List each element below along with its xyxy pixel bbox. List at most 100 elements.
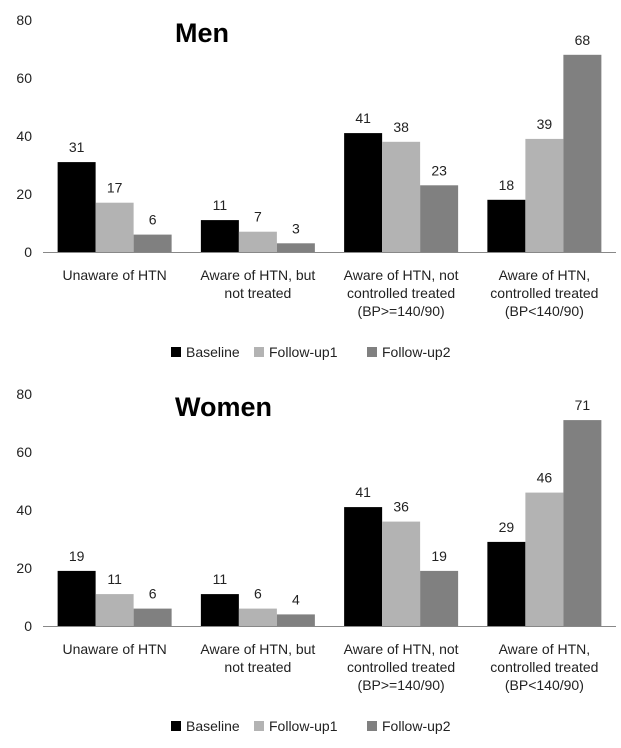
women-legend-swatch [171, 721, 181, 731]
men-category-label-line: Aware of HTN, not [344, 267, 459, 283]
men-data-label: 11 [213, 197, 228, 213]
chart-women: 0 20 40 60 80 Women 19 11 6 Unaware of HTN 11 6 4 Awa… [0, 374, 621, 748]
men-data-label: 38 [393, 119, 409, 135]
women-data-label: 71 [575, 397, 591, 413]
men-bar-follow-up1 [525, 138, 564, 252]
men-ytick-label: 80 [16, 12, 32, 28]
men-bar-follow-up1 [238, 231, 277, 252]
women-category-label-line: (BP>=140/90) [358, 677, 445, 693]
men-legend-label: Follow-up2 [382, 344, 451, 360]
men-legend-label: Follow-up1 [269, 344, 338, 360]
men-data-label: 17 [107, 180, 123, 196]
men-data-label: 41 [355, 110, 371, 126]
men-bar-follow-up2 [563, 54, 602, 252]
men-title: Men [175, 18, 229, 48]
chart-men: 0 20 40 60 80 Men 31 17 6 Unaware of HTN 11 7 3 Aware… [16, 12, 616, 360]
men-bar-baseline [487, 199, 526, 252]
men-legend-label: Baseline [186, 344, 240, 360]
women-data-label: 19 [69, 548, 85, 564]
women-category-label-line: (BP<140/90) [505, 677, 584, 693]
women-bar-baseline [344, 507, 383, 626]
men-category-label-line: controlled treated [347, 285, 455, 301]
women-data-label: 29 [499, 519, 515, 535]
men-data-label: 23 [431, 162, 447, 178]
women-category-label-line: Aware of HTN, not [344, 641, 459, 657]
women-ytick-label: 0 [24, 618, 32, 634]
women-legend-swatch [254, 721, 264, 731]
women-bar-baseline [57, 570, 96, 626]
women-ytick-label: 60 [16, 444, 32, 460]
women-data-label: 36 [393, 499, 409, 515]
men-data-label: 7 [254, 209, 262, 225]
women-category-label-line: Unaware of HTN [62, 641, 166, 657]
women-bar-follow-up1 [238, 608, 277, 626]
men-bar-baseline [344, 133, 383, 252]
women-ytick-label: 40 [16, 502, 32, 518]
men-data-label: 68 [575, 32, 591, 48]
men-category-label-line: Aware of HTN, but [200, 267, 315, 283]
women-bar-follow-up2 [133, 608, 172, 626]
men-category-label: Aware of HTN, not controlled treated (BP>=… [344, 267, 459, 319]
women-bar-baseline [487, 541, 526, 626]
women-data-label: 6 [254, 586, 262, 602]
women-data-label: 11 [107, 571, 122, 587]
women-data-label: 19 [431, 548, 447, 564]
women-data-label: 46 [537, 470, 553, 486]
women-category-label: Aware of HTN, controlled treated (BP<140/9… [490, 641, 598, 693]
chart-men-svg: 0 20 40 60 80 Men 31 17 6 Unaware of HTN 11 7 3 Aware… [16, 12, 616, 360]
women-bar-follow-up1 [95, 594, 134, 626]
men-data-label: 6 [149, 212, 157, 228]
men-bar-baseline [200, 220, 239, 252]
women-category-label-line: controlled treated [347, 659, 455, 675]
women-category-label-line: controlled treated [490, 659, 598, 675]
men-category-label-line: not treated [224, 285, 291, 301]
men-category-label: Unaware of HTN [62, 267, 166, 283]
women-legend-label: Follow-up2 [382, 718, 451, 734]
women-legend-label: Follow-up1 [269, 718, 338, 734]
women-data-label: 41 [355, 484, 371, 500]
men-ytick-label: 40 [16, 128, 32, 144]
men-legend-swatch [367, 347, 377, 357]
women-title: Women [175, 392, 272, 422]
men-category-label-line: controlled treated [490, 285, 598, 301]
women-bar-baseline [200, 594, 239, 626]
men-data-label: 18 [499, 177, 515, 193]
men-data-label: 31 [69, 139, 85, 155]
women-bar-follow-up1 [382, 521, 421, 626]
men-legend-swatch [254, 347, 264, 357]
men-ytick-label: 0 [24, 244, 32, 260]
men-legend-swatch [171, 347, 181, 357]
women-bar-follow-up2 [420, 570, 459, 626]
women-bar-follow-up1 [525, 492, 564, 626]
women-data-label: 6 [149, 586, 157, 602]
men-category-label-line: Unaware of HTN [62, 267, 166, 283]
women-legend-swatch [367, 721, 377, 731]
women-category-label: Aware of HTN, but not treated [200, 641, 315, 675]
men-ytick-label: 60 [16, 70, 32, 86]
men-bar-follow-up1 [382, 141, 421, 252]
women-legend-label: Baseline [186, 718, 240, 734]
men-category-label-line: (BP<140/90) [505, 303, 584, 319]
chart-women-svg: 0 20 40 60 80 Women 19 11 6 Unaware of HTN 11 6 4 Awa… [16, 386, 616, 734]
men-bar-follow-up2 [276, 243, 315, 252]
men-bar-baseline [57, 162, 96, 252]
women-category-label-line: Aware of HTN, but [200, 641, 315, 657]
men-ytick-label: 20 [16, 186, 32, 202]
men-category-label: Aware of HTN, controlled treated (BP<140/9… [490, 267, 598, 319]
women-bar-follow-up2 [563, 420, 602, 626]
men-bar-follow-up2 [420, 185, 459, 252]
men-category-label-line: Aware of HTN, [499, 267, 591, 283]
women-data-label: 4 [292, 591, 300, 607]
women-category-label: Unaware of HTN [62, 641, 166, 657]
men-data-label: 39 [537, 116, 553, 132]
men-bar-follow-up2 [133, 234, 172, 252]
men-category-label-line: (BP>=140/90) [358, 303, 445, 319]
men-bar-follow-up1 [95, 202, 134, 252]
women-data-label: 11 [213, 571, 228, 587]
women-bar-follow-up2 [276, 614, 315, 626]
women-ytick-label: 20 [16, 560, 32, 576]
men-data-label: 3 [292, 220, 300, 236]
women-category-label: Aware of HTN, not controlled treated (BP>=… [344, 641, 459, 693]
women-category-label-line: Aware of HTN, [499, 641, 591, 657]
women-ytick-label: 80 [16, 386, 32, 402]
